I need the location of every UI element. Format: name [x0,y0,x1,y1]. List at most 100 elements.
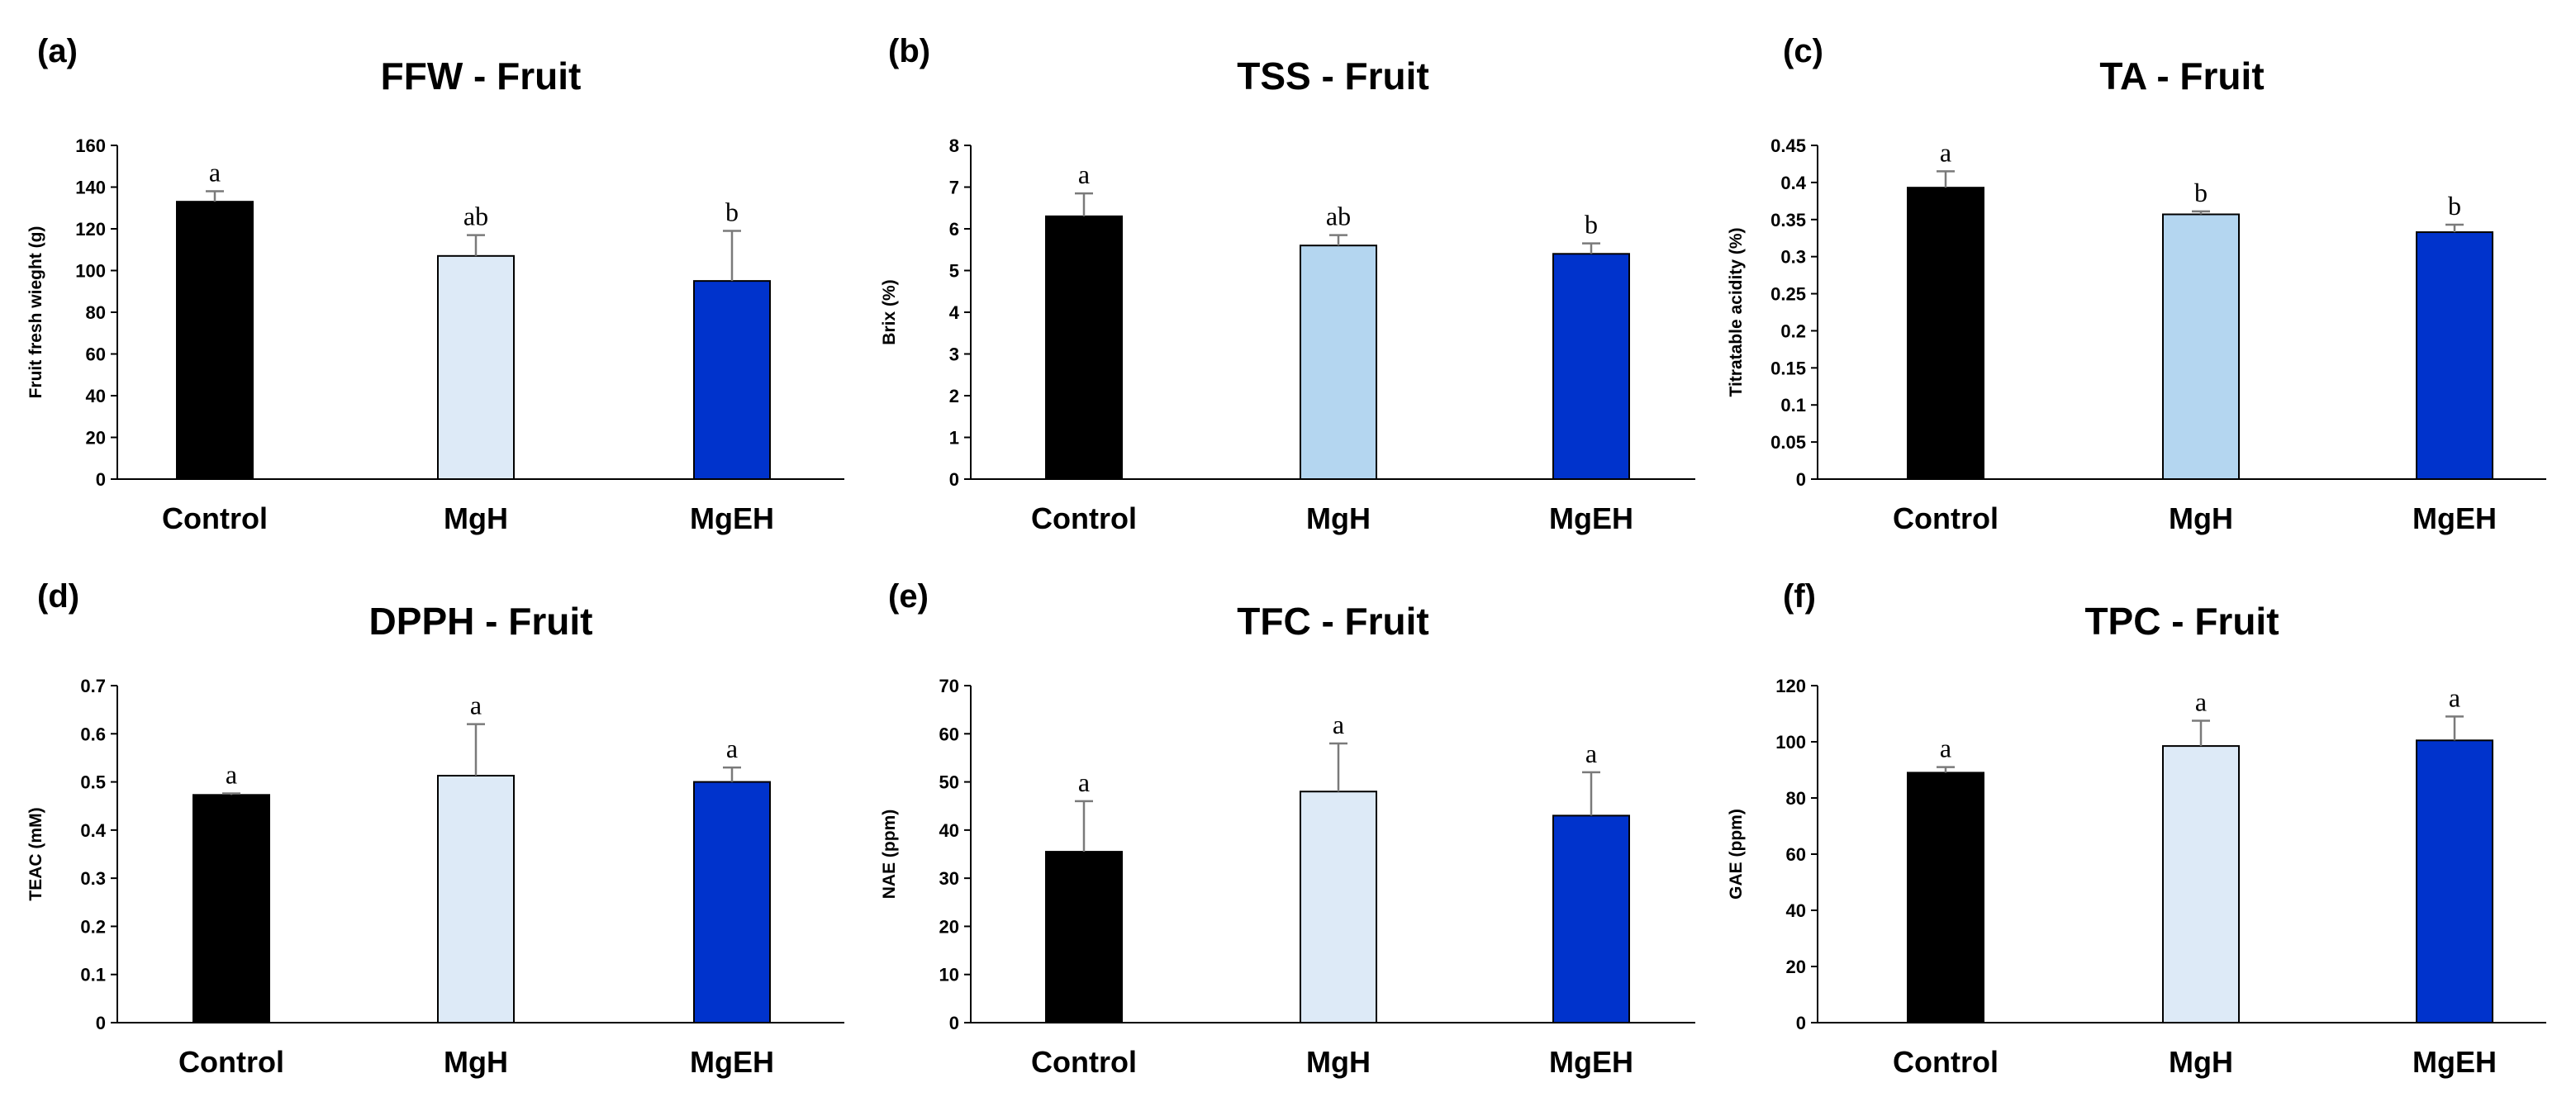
y-tick-label: 160 [75,135,106,156]
significance-label: a [726,734,738,763]
bar-mgh [1300,791,1377,1023]
y-tick-label: 0.7 [80,676,106,696]
chart-panel-2: (c) TA - Fruit Titratable acidity (%) 0 0.05… [1727,33,2546,535]
bar-mgh [1300,245,1377,480]
y-tick-label: 0.5 [80,772,106,793]
y-tick-label: 2 [949,386,959,406]
y-tick-label: 0.35 [1770,210,1806,230]
significance-label: a [1940,137,1951,167]
y-tick-label: 0 [1796,1013,1806,1033]
y-tick-label: 0.45 [1770,135,1806,156]
chart-title: DPPH - Fruit [369,600,593,643]
significance-label: b [2194,178,2208,207]
chart-title: TA - Fruit [2099,55,2264,97]
panel-label: (f) [1783,578,1816,615]
y-tick-label: 0.25 [1770,284,1806,305]
x-tick-label: MgEH [1549,501,1633,535]
significance-label: a [1940,734,1951,763]
x-tick-label: Control [1893,501,1999,535]
y-tick-label: 0.3 [1780,247,1806,268]
y-tick-label: 0.4 [1780,173,1806,193]
y-tick-label: 100 [75,261,106,282]
significance-label: a [1078,159,1090,189]
significance-label: a [1333,710,1344,739]
y-tick-label: 0.15 [1770,358,1806,378]
y-tick-label: 100 [1775,732,1806,753]
bar-mgeh [2416,231,2493,480]
y-tick-label: 0 [949,1013,959,1033]
x-tick-label: Control [1031,501,1137,535]
y-tick-label: 0 [96,469,106,490]
bar-control [1907,187,1984,480]
bar-mgh [2162,745,2240,1023]
x-tick-label: Control [1031,1045,1137,1079]
chart-panel-5: (f) TPC - Fruit GAE (ppm) 0 20 40 60 80 100 120 a C… [1727,578,2546,1079]
chart-title: FFW - Fruit [381,55,582,97]
x-tick-label: Control [1893,1045,1999,1079]
significance-label: a [2449,682,2460,712]
bar-mgh [437,774,515,1023]
panel-label: (e) [888,578,929,615]
y-tick-label: 30 [939,868,959,889]
y-tick-label: 4 [949,302,960,323]
y-tick-label: 20 [86,428,106,449]
y-tick-label: 0.1 [1780,395,1806,416]
x-tick-label: MgH [1306,501,1371,535]
significance-label: a [1585,738,1597,768]
y-tick-label: 0.2 [1780,321,1806,341]
y-tick-label: 80 [1786,788,1806,809]
significance-label: a [209,158,221,188]
bar-mgeh [693,280,771,480]
bar-mgeh [1552,253,1630,480]
bar-control [1045,215,1123,480]
x-tick-label: MgH [1306,1045,1371,1079]
y-tick-label: 70 [939,676,959,696]
y-tick-label: 60 [1786,844,1806,865]
y-tick-label: 40 [1786,900,1806,921]
bar-mgeh [2416,739,2493,1023]
x-tick-label: Control [178,1045,284,1079]
y-tick-label: 60 [939,724,959,744]
x-tick-label: MgEH [2412,1045,2497,1079]
y-tick-label: 0.3 [80,868,106,889]
x-tick-label: MgEH [2412,501,2497,535]
panel-label: (b) [888,33,930,69]
y-axis-label: NAE (ppm) [880,810,899,900]
bar-mgh [2162,213,2240,480]
y-tick-label: 3 [949,344,959,365]
y-tick-label: 40 [86,386,106,406]
significance-label: b [2448,191,2461,221]
significance-label: ab [463,202,488,231]
chart-title: TFC - Fruit [1237,600,1429,643]
y-tick-label: 8 [949,135,959,156]
y-tick-label: 120 [75,219,106,240]
y-tick-label: 0.6 [80,724,106,744]
chart-title: TSS - Fruit [1237,55,1429,97]
x-tick-label: Control [162,501,268,535]
y-axis-label: Fruit fresh wieght (g) [26,226,45,399]
y-tick-label: 80 [86,302,106,323]
y-tick-label: 0 [949,469,959,490]
y-tick-label: 0 [96,1013,106,1033]
bar-control [176,201,254,481]
chart-panel-4: (e) TFC - Fruit NAE (ppm) 0 10 20 30 40 50 60 70 a C… [880,578,1695,1079]
chart-title: TPC - Fruit [2084,600,2279,643]
y-tick-label: 0 [1796,469,1806,490]
y-axis-label: TEAC (mM) [26,807,45,900]
y-tick-label: 5 [949,261,959,282]
y-tick-label: 10 [939,965,959,985]
significance-label: a [1078,767,1090,797]
panel-label: (a) [37,33,78,69]
y-tick-label: 0.05 [1770,432,1806,453]
significance-label: b [725,197,739,227]
chart-panel-0: (a) FFW - Fruit Fruit fresh wieght (g) 0 20 4… [26,33,844,535]
y-tick-label: 140 [75,178,106,198]
significance-label: a [2195,687,2207,717]
x-tick-label: MgH [444,501,508,535]
bar-control [1907,772,1984,1024]
y-axis-label: GAE (ppm) [1727,809,1746,900]
y-axis-label: Brix (%) [880,279,899,344]
y-tick-label: 0.2 [80,916,106,937]
bar-mgh [437,254,515,480]
